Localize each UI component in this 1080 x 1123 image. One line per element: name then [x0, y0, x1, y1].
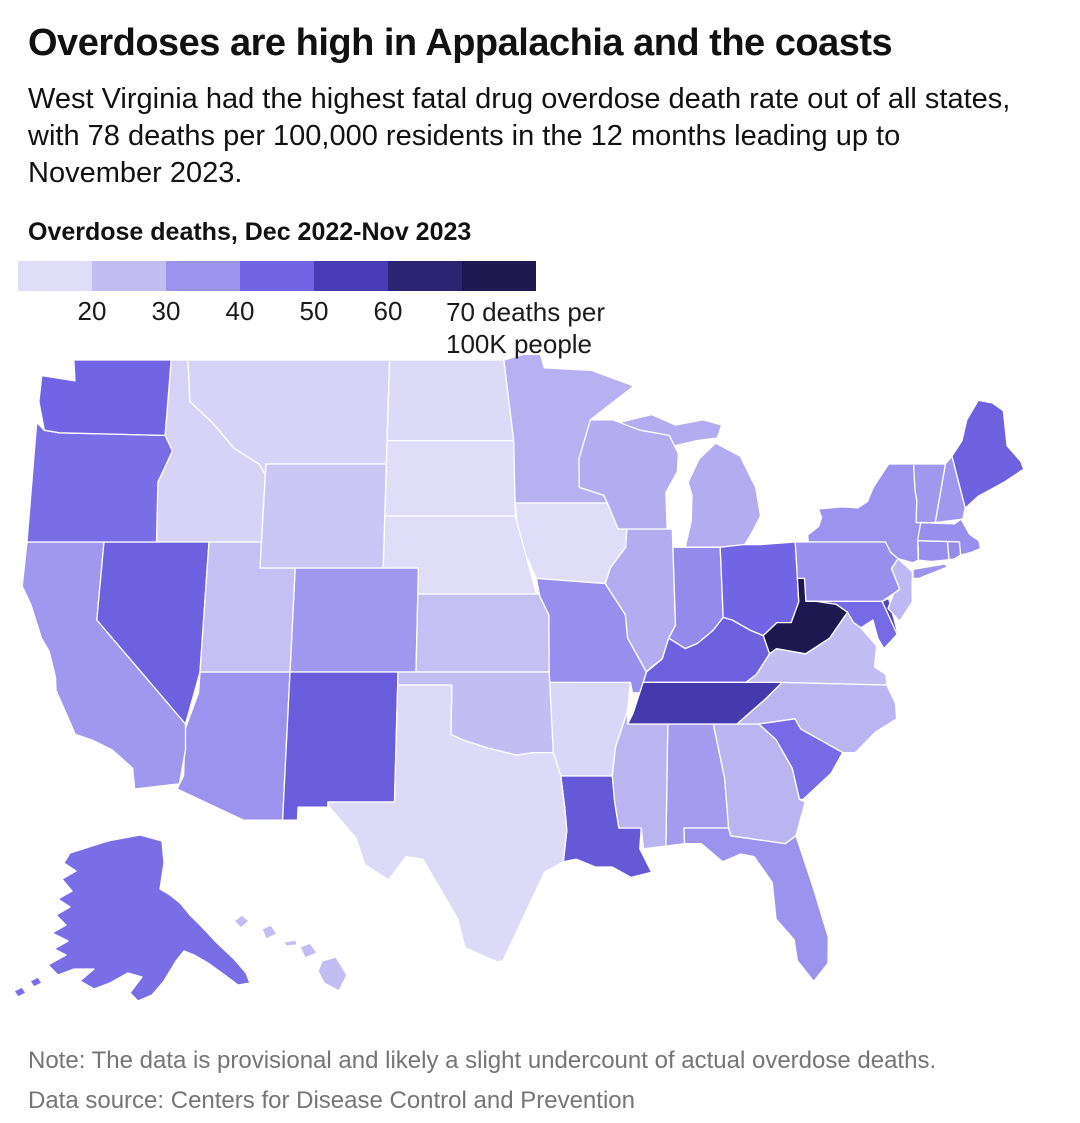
state-WA[interactable] — [38, 359, 172, 436]
legend-bucket-7 — [462, 260, 536, 291]
state-SD[interactable] — [384, 439, 516, 517]
legend-tick-50: 50 — [299, 295, 329, 326]
state-AK-part2[interactable] — [13, 986, 27, 998]
state-TN[interactable] — [627, 681, 783, 725]
state-RI[interactable] — [946, 540, 962, 561]
state-PA[interactable] — [794, 541, 901, 602]
state-NY-part1[interactable] — [912, 563, 949, 579]
state-HI[interactable] — [233, 914, 250, 929]
state-AK-part1[interactable] — [29, 976, 43, 988]
legend-tick-labels: 20 30 40 50 60 70 deaths per 100K people — [18, 291, 1052, 360]
state-CO[interactable] — [289, 567, 420, 673]
state-FL[interactable] — [683, 827, 829, 982]
legend: Overdose deaths, Dec 2022-Nov 2023 20 30 4… — [18, 217, 1052, 359]
legend-tick-60: 60 — [373, 295, 403, 326]
legend-tick-30: 30 — [151, 295, 181, 326]
state-WV[interactable] — [762, 577, 849, 655]
state-OR[interactable] — [26, 421, 174, 543]
state-HI-part4[interactable] — [317, 956, 348, 992]
state-MI-part1[interactable] — [684, 442, 762, 548]
us-choropleth-map — [13, 354, 1025, 1002]
state-AK[interactable] — [47, 834, 251, 1002]
legend-bucket-1 — [18, 260, 92, 291]
map-container — [12, 354, 1052, 1025]
state-ND[interactable] — [386, 359, 515, 442]
chart-subtitle: West Virginia had the highest fatal drug… — [28, 82, 1011, 189]
state-VT[interactable] — [912, 463, 947, 524]
state-MS[interactable] — [611, 710, 669, 850]
page-title: Overdoses are high in Appalachia and the… — [28, 22, 893, 64]
state-HI-part3[interactable] — [299, 942, 318, 959]
state-CT[interactable] — [916, 539, 950, 563]
state-NM[interactable] — [281, 671, 399, 821]
state-WY[interactable] — [259, 463, 388, 569]
legend-tick-20: 20 — [77, 295, 107, 326]
legend-bucket-2 — [92, 260, 166, 291]
state-HI-part1[interactable] — [261, 924, 278, 940]
legend-bucket-6 — [388, 260, 462, 291]
state-TX[interactable] — [327, 684, 568, 963]
legend-bucket-3 — [166, 260, 240, 291]
state-ME[interactable] — [951, 399, 1025, 509]
legend-color-bar — [18, 260, 536, 291]
footnote: Note: The data is provisional and likely… — [28, 1046, 937, 1074]
state-SC[interactable] — [758, 718, 844, 800]
data-source: Data source: Centers for Disease Control… — [28, 1086, 635, 1114]
state-NV[interactable] — [96, 541, 210, 725]
state-WI[interactable] — [578, 419, 680, 530]
state-HI-part2[interactable] — [283, 939, 298, 947]
legend-title: Overdose deaths, Dec 2022-Nov 2023 — [28, 217, 472, 246]
legend-tick-70-with-unit: 70 deaths per 100K people — [446, 296, 606, 360]
state-KS[interactable] — [415, 593, 550, 673]
legend-bucket-4 — [240, 260, 314, 291]
legend-tick-40: 40 — [225, 295, 255, 326]
legend-bucket-5 — [314, 260, 388, 291]
